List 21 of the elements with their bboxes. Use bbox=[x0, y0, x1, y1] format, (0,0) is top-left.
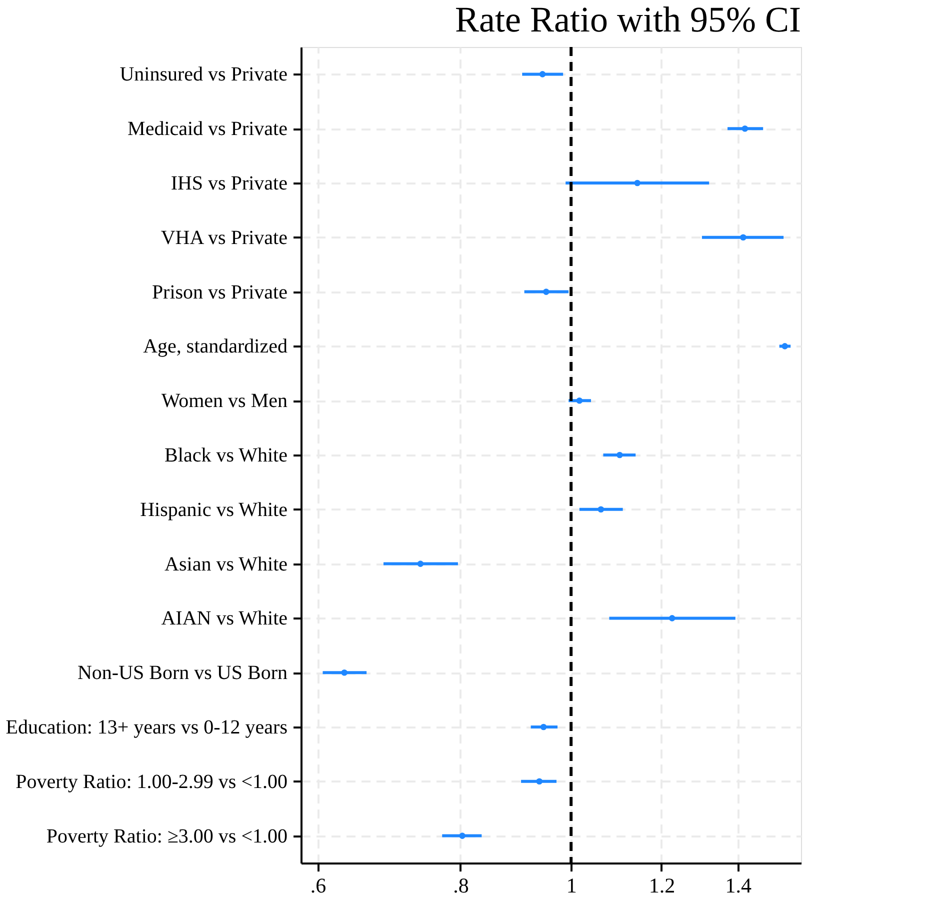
y-tick-label: Black vs White bbox=[164, 444, 288, 466]
y-tick-label: Hispanic vs White bbox=[140, 498, 288, 521]
y-tick-label: Education: 13+ years vs 0-12 years bbox=[6, 716, 288, 738]
x-tick-label: 1.4 bbox=[725, 874, 752, 898]
y-tick-label: Non-US Born vs US Born bbox=[77, 662, 288, 684]
x-tick-label: 1 bbox=[566, 874, 577, 898]
y-tick-label: IHS vs Private bbox=[170, 172, 288, 194]
y-tick-label: Age, standardized bbox=[143, 336, 288, 358]
y-tick-label: Poverty Ratio: ≥3.00 vs <1.00 bbox=[46, 825, 288, 848]
y-tick-label: Medicaid vs Private bbox=[128, 118, 288, 140]
y-tick-label: Asian vs White bbox=[164, 553, 288, 576]
y-tick-label: Uninsured vs Private bbox=[120, 64, 288, 86]
y-tick-label: Poverty Ratio: 1.00-2.99 vs <1.00 bbox=[16, 770, 288, 793]
x-tick-label: 1.2 bbox=[648, 874, 676, 898]
y-tick-label: Women vs Men bbox=[161, 390, 288, 412]
chart-title: Rate Ratio with 95% CI bbox=[455, 0, 801, 40]
y-tick-label: Prison vs Private bbox=[152, 281, 288, 304]
y-tick-label: AIAN vs White bbox=[161, 608, 288, 630]
x-tick-label: .8 bbox=[453, 874, 469, 898]
x-tick-label: .6 bbox=[310, 874, 326, 898]
y-tick-label: VHA vs Private bbox=[160, 226, 288, 249]
